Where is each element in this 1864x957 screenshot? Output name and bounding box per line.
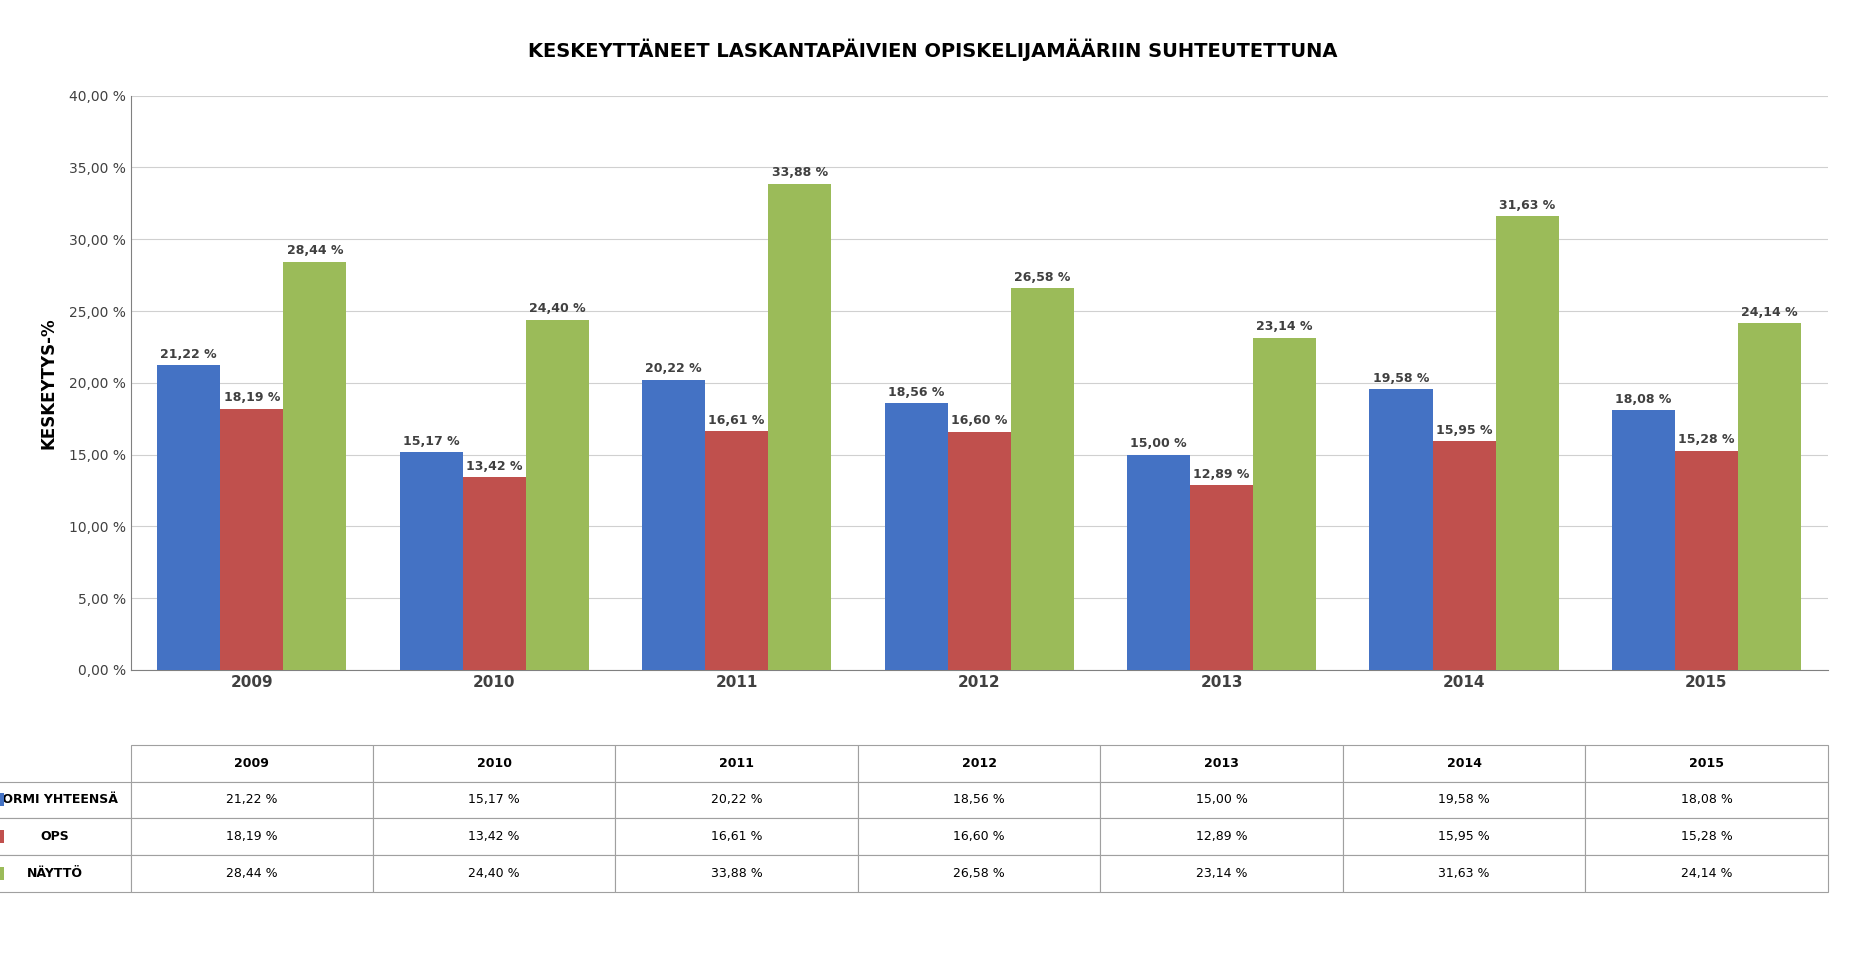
Text: 26,58 %: 26,58 %: [1014, 271, 1070, 284]
Bar: [462, 478, 526, 670]
Bar: [641, 380, 705, 670]
Text: 15,00 %: 15,00 %: [1130, 437, 1186, 450]
Bar: [283, 261, 347, 670]
Bar: [1253, 338, 1316, 670]
Text: 24,14 %: 24,14 %: [1741, 306, 1797, 319]
Bar: [1737, 323, 1801, 670]
Text: 31,63 %: 31,63 %: [1499, 198, 1555, 211]
Text: 33,88 %: 33,88 %: [772, 167, 828, 179]
Text: 24,40 %: 24,40 %: [529, 302, 585, 315]
Text: 23,14 %: 23,14 %: [1256, 321, 1312, 333]
Text: 28,44 %: 28,44 %: [287, 244, 343, 257]
Bar: [1432, 441, 1495, 670]
Bar: [705, 432, 768, 670]
Text: KESKEYTTÄNEET LASKANTAPÄIVIEN OPISKELIJAMÄÄRIIN SUHTEUTETTUNA: KESKEYTTÄNEET LASKANTAPÄIVIEN OPISKELIJA…: [528, 38, 1336, 60]
Bar: [526, 320, 589, 670]
Bar: [1189, 485, 1253, 670]
Bar: [1010, 288, 1074, 670]
Bar: [1610, 411, 1674, 670]
Y-axis label: KESKEYTYS-%: KESKEYTYS-%: [39, 317, 58, 449]
Text: 12,89 %: 12,89 %: [1193, 468, 1249, 480]
Text: 15,28 %: 15,28 %: [1678, 434, 1734, 446]
Text: 18,56 %: 18,56 %: [887, 387, 943, 399]
Text: 16,60 %: 16,60 %: [951, 414, 1007, 427]
Text: 15,17 %: 15,17 %: [403, 434, 459, 448]
Bar: [1368, 389, 1432, 670]
Bar: [768, 184, 831, 670]
Text: 21,22 %: 21,22 %: [160, 348, 216, 361]
Text: 18,19 %: 18,19 %: [224, 391, 280, 405]
Text: 15,95 %: 15,95 %: [1435, 424, 1491, 436]
Bar: [1495, 216, 1558, 670]
Text: 13,42 %: 13,42 %: [466, 460, 522, 473]
Text: 16,61 %: 16,61 %: [708, 414, 764, 427]
Bar: [947, 432, 1010, 670]
Text: 20,22 %: 20,22 %: [645, 363, 701, 375]
Bar: [399, 452, 462, 670]
Text: 18,08 %: 18,08 %: [1614, 393, 1670, 406]
Bar: [1126, 455, 1189, 670]
Bar: [1674, 451, 1737, 670]
Bar: [157, 366, 220, 670]
Text: 19,58 %: 19,58 %: [1372, 371, 1428, 385]
Bar: [220, 409, 283, 670]
Bar: [884, 404, 947, 670]
